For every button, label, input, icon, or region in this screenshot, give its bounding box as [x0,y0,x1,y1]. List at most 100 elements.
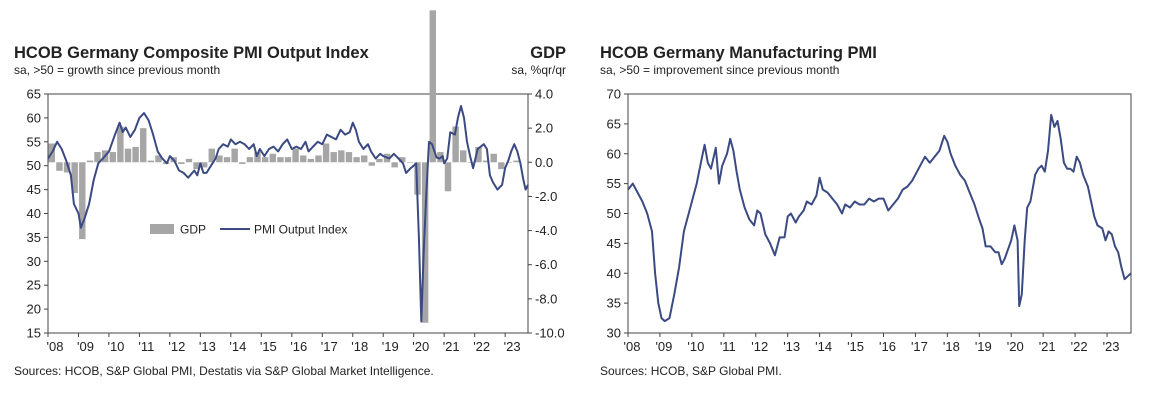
x-tick-label: '12 [751,339,768,354]
gdp-bar [269,153,276,163]
right-axis-title: GDP [530,44,566,62]
y-left-tick-label: 30 [27,254,41,269]
x-tick-label: '11 [720,339,736,354]
x-tick-label: '13 [199,339,216,354]
y-left-tick-label: 35 [27,230,41,245]
gdp-bar [399,157,406,163]
y-left-tick-label: 40 [27,206,41,221]
chart-source: Sources: HCOB, S&P Global PMI. [600,364,782,378]
gdp-bar [261,157,269,163]
y-tick-label: 65 [607,116,621,131]
gdp-bar [86,160,94,163]
gdp-bar [178,162,185,164]
y-right-tick-label: -6.0 [535,257,557,272]
gdp-bar [376,158,383,163]
x-tick-label: '09 [77,339,94,354]
gdp-bar [406,162,414,163]
gdp-bar [391,162,398,168]
y-left-tick-label: 20 [27,302,41,317]
x-tick-label: '17 [321,339,338,354]
gdp-bar [117,126,124,163]
x-tick-label: '18 [351,339,368,354]
y-tick-label: 60 [607,146,621,161]
y-left-tick-label: 50 [27,158,41,173]
x-tick-label: '18 [943,339,960,354]
gdp-bar [368,162,376,166]
x-tick-label: '08 [47,339,64,354]
y-tick-label: 50 [607,206,621,221]
gdp-bar [216,155,223,163]
gdp-bar [330,152,337,163]
y-left-tick-label: 15 [27,326,41,341]
y-right-tick-label: -10.0 [535,326,565,341]
x-tick-label: '15 [260,339,277,354]
gdp-bar [292,148,299,163]
gdp-bar [505,162,513,163]
x-tick-label: '19 [382,339,399,354]
y-right-tick-label: -4.0 [535,223,557,238]
x-tick-label: '17 [911,339,928,354]
gdp-bar [208,148,216,163]
gdp-bar [147,160,155,163]
gdp-bar [124,148,132,163]
legend-pmi-label: PMI Output Index [254,223,347,237]
x-tick-label: '11 [138,339,154,354]
y-tick-label: 35 [607,296,621,311]
gdp-bar [452,126,459,163]
chart-title: HCOB Germany Composite PMI Output Index [14,44,369,62]
gdp-bar [223,157,231,163]
x-tick-label: '23 [1103,339,1120,354]
x-tick-label: '10 [107,339,124,354]
plot-frame [627,93,1132,334]
gdp-bar [231,148,238,163]
x-tick-label: '13 [783,339,800,354]
x-tick-label: '19 [975,339,992,354]
gdp-bar [429,10,436,163]
manufacturing-pmi-chart-panel: HCOB Germany Manufacturing PMI sa, >50 =… [580,0,1157,407]
x-tick-label: '14 [815,339,832,354]
manufacturing-pmi-line [627,113,1132,323]
gdp-bar [421,162,429,323]
y-tick-label: 55 [607,176,621,191]
gdp-bar [315,155,322,163]
gdp-bar [246,157,254,163]
gdp-bar [56,162,63,171]
gdp-bar [300,155,307,163]
manufacturing-pmi-plot: 30 35 40 45 50 55 60 65 70 '08 '09 '10 '11 '12 '13 '14 '… [607,87,1132,354]
gdp-bar [277,157,284,163]
chart-source: Sources: HCOB, S&P Global PMI, Destatis … [14,364,434,378]
x-tick-label: '09 [655,339,672,354]
gdp-bar [498,162,505,170]
gdp-bar [132,146,139,163]
legend-gdp-label: GDP [180,223,206,237]
gdp-bar [475,146,482,163]
chart-subtitle: sa, >50 = improvement since previous mon… [600,63,840,77]
gdp-bar [444,162,452,192]
gdp-bar [109,152,116,163]
y-left-tick-label: 25 [27,278,41,293]
y-tick-label: 30 [607,326,621,341]
y-left-tick-label: 45 [27,182,41,197]
x-tick-label: '15 [847,339,864,354]
x-tick-label: '12 [168,339,185,354]
gdp-bar [284,157,292,163]
y-right-tick-label: 0.0 [535,155,553,170]
x-tick-label: '16 [290,339,307,354]
x-tick-label: '21 [443,339,460,354]
chart-title: HCOB Germany Manufacturing PMI [600,44,877,62]
x-tick-label: '20 [412,339,429,354]
gdp-bar [513,160,520,163]
right-axis-subtitle: sa, %qr/qr [511,63,566,77]
gdp-bar [155,155,162,163]
y-tick-label: 40 [607,266,621,281]
y-tick-label: 70 [607,87,621,102]
gdp-bar [94,152,101,163]
x-tick-label: '10 [687,339,704,354]
gdp-bar [338,150,345,163]
gdp-bar [193,162,200,170]
gdp-bar [460,150,467,163]
x-tick-label: '20 [1007,339,1024,354]
x-tick-label: '22 [473,339,490,354]
y-left-tick-label: 65 [27,87,41,102]
y-right-tick-label: -2.0 [535,189,557,204]
